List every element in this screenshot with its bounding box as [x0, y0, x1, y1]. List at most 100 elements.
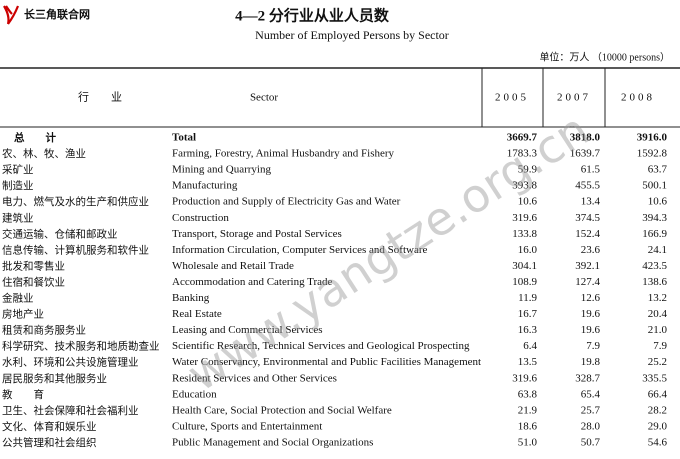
sector-cn: 交通运输、仓储和邮政业	[2, 227, 118, 240]
value-2007: 28.0	[581, 420, 601, 432]
unit: 单位：万人 （10000 persons）	[539, 50, 670, 63]
value-2008: 500.1	[642, 180, 667, 192]
sector-cn: 信息传输、计算机服务和软件业	[2, 243, 149, 256]
sector-en: Production and Supply of Electricity Gas…	[172, 196, 401, 208]
sector-cn: 总 计	[14, 131, 56, 144]
value-2005: 108.9	[512, 276, 537, 288]
value-2007: 50.7	[581, 436, 601, 448]
value-2005: 18.6	[518, 420, 538, 432]
value-2008: 138.6	[642, 276, 667, 288]
value-2005: 10.6	[518, 196, 538, 208]
value-2005: 16.3	[518, 324, 538, 336]
value-2007: 152.4	[575, 228, 600, 240]
value-2005: 21.9	[518, 404, 538, 416]
value-2008: 66.4	[648, 388, 668, 400]
value-2007: 13.4	[581, 196, 601, 208]
value-2005: 13.5	[518, 356, 538, 368]
value-2008: 25.2	[648, 356, 667, 368]
sector-cn: 金融业	[2, 292, 34, 305]
logo-text: 长三角联合网	[24, 7, 90, 21]
column-header: 行 业	[78, 91, 122, 104]
sector-en: Accommodation and Catering Trade	[172, 276, 333, 288]
value-2007: 127.4	[575, 276, 600, 288]
sector-en: Banking	[172, 292, 210, 304]
value-2008: 63.7	[648, 164, 668, 176]
value-2008: 24.1	[648, 244, 667, 256]
value-2005: 16.7	[518, 308, 538, 320]
value-2008: 423.5	[642, 260, 667, 272]
value-2005: 16.0	[518, 244, 538, 256]
column-header: 2005	[495, 92, 529, 104]
sector-cn: 制造业	[2, 179, 34, 192]
sector-en: Resident Services and Other Services	[172, 372, 337, 384]
column-header: 2007	[557, 92, 591, 104]
sector-en: Real Estate	[172, 308, 222, 320]
value-2007: 23.6	[581, 244, 601, 256]
sector-cn: 公共管理和社会组织	[2, 436, 97, 449]
column-header: Sector	[250, 92, 278, 104]
subtitle: Number of Employed Persons by Sector	[255, 28, 449, 42]
sector-en: Culture, Sports and Entertainment	[172, 420, 322, 432]
value-2008: 7.9	[653, 340, 667, 352]
value-2005: 6.4	[523, 340, 537, 352]
value-2007: 61.5	[581, 164, 601, 176]
value-2008: 10.6	[648, 196, 668, 208]
sector-en: Leasing and Commercial Services	[172, 324, 323, 336]
value-2005: 319.6	[512, 372, 537, 384]
value-2007: 455.5	[575, 180, 600, 192]
sector-en: Health Care, Social Protection and Socia…	[172, 404, 392, 416]
value-2008: 29.0	[648, 420, 668, 432]
sector-cn: 采矿业	[2, 163, 34, 176]
sector-en: Public Management and Social Organizatio…	[172, 436, 373, 448]
value-2005: 1783.3	[507, 148, 538, 160]
sector-en: Farming, Forestry, Animal Husbandry and …	[172, 148, 395, 160]
value-2005: 51.0	[518, 436, 538, 448]
sector-en: Mining and Quarrying	[172, 164, 271, 176]
sector-cn: 卫生、社会保障和社会福利业	[2, 404, 139, 417]
value-2005: 3669.7	[507, 132, 538, 144]
value-2008: 54.6	[648, 436, 668, 448]
sector-en: Total	[172, 132, 196, 144]
value-2008: 1592.8	[637, 148, 668, 160]
value-2008: 394.3	[642, 212, 667, 224]
value-2005: 319.6	[512, 212, 537, 224]
value-2007: 7.9	[586, 340, 600, 352]
value-2008: 335.5	[642, 372, 667, 384]
value-2005: 133.8	[512, 228, 537, 240]
sector-cn: 居民服务和其他服务业	[2, 372, 107, 385]
title: 4—2 分行业从业人员数	[235, 6, 390, 24]
value-2005: 59.9	[518, 164, 538, 176]
value-2005: 11.9	[518, 292, 537, 304]
value-2005: 63.8	[518, 388, 538, 400]
value-2005: 393.8	[512, 180, 537, 192]
sector-cn: 文化、体育和娱乐业	[2, 420, 97, 433]
value-2008: 166.9	[642, 228, 667, 240]
value-2008: 3916.0	[637, 132, 668, 144]
sector-cn: 科学研究、技术服务和地质勘查业	[2, 340, 160, 353]
sector-cn: 农、林、牧、渔业	[2, 147, 86, 160]
sector-en: Education	[172, 388, 217, 400]
sector-en: Water Conservancy, Environmental and Pub…	[172, 356, 481, 368]
sector-cn: 租赁和商务服务业	[2, 324, 86, 337]
value-2007: 374.5	[575, 212, 600, 224]
value-2007: 65.4	[581, 388, 601, 400]
sector-cn: 建筑业	[2, 211, 34, 224]
column-header: 2008	[621, 92, 655, 104]
value-2007: 1639.7	[570, 148, 601, 160]
value-2007: 328.7	[575, 372, 600, 384]
value-2008: 21.0	[648, 324, 668, 336]
sector-en: Transport, Storage and Postal Services	[172, 228, 342, 240]
sector-en: Information Circulation, Computer Servic…	[172, 244, 427, 256]
sector-en: Scientific Research, Technical Services …	[172, 340, 470, 352]
logo-icon	[3, 5, 20, 25]
value-2008: 20.4	[648, 308, 668, 320]
value-2008: 13.2	[648, 292, 667, 304]
sector-cn: 水利、环境和公共设施管理业	[2, 356, 139, 369]
sector-cn: 电力、燃气及水的生产和供应业	[2, 195, 149, 208]
sector-cn: 批发和零售业	[2, 259, 65, 272]
value-2005: 304.1	[512, 260, 537, 272]
sector-en: Wholesale and Retail Trade	[172, 260, 294, 272]
sector-cn: 教 育	[2, 388, 44, 401]
value-2007: 19.6	[581, 308, 601, 320]
